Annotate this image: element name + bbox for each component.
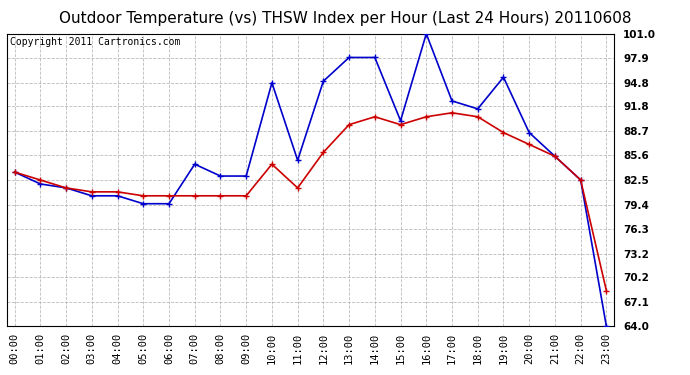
Text: Outdoor Temperature (vs) THSW Index per Hour (Last 24 Hours) 20110608: Outdoor Temperature (vs) THSW Index per …: [59, 11, 631, 26]
Text: Copyright 2011 Cartronics.com: Copyright 2011 Cartronics.com: [10, 37, 180, 46]
